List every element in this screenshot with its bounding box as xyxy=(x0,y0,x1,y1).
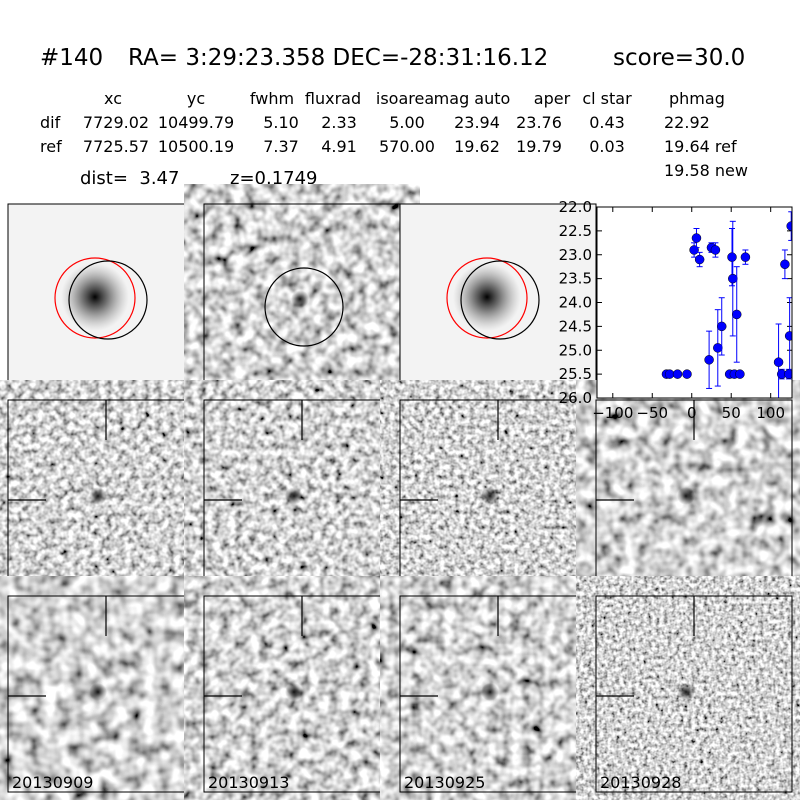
cell: 7725.57 xyxy=(83,137,149,156)
stamp-label: 20130905 xyxy=(600,577,681,596)
x-tick-label: −50 xyxy=(636,404,668,422)
column-header: cl star xyxy=(582,89,632,108)
cell: 5.00 xyxy=(389,113,425,132)
source-blob xyxy=(453,263,521,331)
source-spot xyxy=(677,487,695,505)
point xyxy=(731,309,742,320)
point xyxy=(780,259,790,270)
distance: dist= 3.47 xyxy=(80,168,179,189)
aperture-ref xyxy=(446,257,528,339)
point xyxy=(691,233,702,243)
cell: 0.03 xyxy=(589,137,625,156)
column-header: isoarea xyxy=(376,89,434,108)
cell: 5.10 xyxy=(263,113,299,132)
stamp-label: 20130909 xyxy=(12,773,93,792)
cell: 2.33 xyxy=(321,113,357,132)
point xyxy=(716,321,727,332)
aperture xyxy=(460,260,540,340)
points xyxy=(661,211,792,398)
column-header: yc xyxy=(187,89,205,108)
stamp-label: R20130106 xyxy=(404,381,497,400)
cell: 570.00 xyxy=(379,137,435,156)
x-tick-label: 0 xyxy=(687,404,697,422)
y-tick-label: 23.5 xyxy=(559,270,592,288)
stamp-label: 20130905 xyxy=(12,381,93,400)
point xyxy=(727,252,737,262)
object-id: #140 xyxy=(40,45,103,71)
cell: 19.64 ref xyxy=(664,137,737,156)
point xyxy=(735,369,745,379)
point xyxy=(786,221,792,231)
row-label: dif xyxy=(40,113,61,132)
cell: 10499.79 xyxy=(158,113,234,132)
point xyxy=(784,331,792,341)
cell: 0.43 xyxy=(589,113,625,132)
point xyxy=(704,355,714,365)
x-tick-label: 100 xyxy=(756,404,785,422)
y-tick-label: 26.0 xyxy=(559,389,592,407)
y-tick-label: 25.5 xyxy=(559,365,592,383)
y-tick-label: 25.0 xyxy=(559,341,592,359)
point xyxy=(773,357,784,367)
new-mag: 19.58 new xyxy=(664,161,748,180)
y-tick-label: 22.5 xyxy=(559,222,592,240)
point xyxy=(672,369,683,379)
aperture-ref xyxy=(54,257,136,339)
stamp-label: 20130913 xyxy=(208,773,289,792)
point xyxy=(740,252,751,262)
cell: 19.62 xyxy=(454,137,500,156)
cell: 10500.19 xyxy=(158,137,234,156)
y-tick-label: 24.5 xyxy=(559,317,592,335)
aperture xyxy=(264,267,344,347)
source-spot xyxy=(89,683,107,701)
point xyxy=(689,245,699,255)
column-header: fwhm xyxy=(250,89,294,108)
y-tick-label: 22.0 xyxy=(559,198,592,216)
redshift: z=0.1749 xyxy=(230,168,318,189)
y-tick-label: 24.0 xyxy=(559,294,592,312)
source-blob xyxy=(61,263,129,331)
cell: 22.92 xyxy=(664,113,710,132)
cell: 23.76 xyxy=(516,113,562,132)
coordinates: RA= 3:29:23.358 DEC=-28:31:16.12 xyxy=(128,45,548,71)
point xyxy=(713,343,723,353)
cell: 19.79 xyxy=(516,137,562,156)
score: score=30.0 xyxy=(613,45,745,71)
y-tick-label: 23.0 xyxy=(559,246,592,264)
stamp-label: 20130830 xyxy=(404,577,485,596)
x-tick-label: 50 xyxy=(722,404,741,422)
stamp-label: -20130106 xyxy=(208,381,295,400)
stamp-label: 20130925 xyxy=(404,773,485,792)
point xyxy=(710,245,721,255)
source-spot xyxy=(285,683,303,701)
cell: 23.94 xyxy=(454,113,500,132)
axes-frame xyxy=(596,206,793,399)
point xyxy=(694,254,705,265)
x-tick-label: −100 xyxy=(592,404,633,422)
row-label: ref xyxy=(40,137,62,156)
column-header: mag auto xyxy=(434,89,511,108)
column-header: xc xyxy=(104,89,122,108)
residual-spot xyxy=(291,290,309,308)
source-spot xyxy=(481,487,499,505)
stamp-frame xyxy=(595,595,793,793)
source-spot xyxy=(285,487,303,505)
source-spot xyxy=(677,683,695,701)
source-spot xyxy=(481,683,499,701)
stamp-label: 20130827 xyxy=(208,577,289,596)
column-header: aper xyxy=(534,89,571,108)
point xyxy=(728,273,738,284)
column-header: fluxrad xyxy=(305,89,361,108)
cell: 4.91 xyxy=(321,137,357,156)
cell: 7.37 xyxy=(263,137,299,156)
stamp-label: 20130817 xyxy=(12,577,93,596)
point xyxy=(682,369,692,379)
cell: 7729.02 xyxy=(83,113,149,132)
column-header: phmag xyxy=(669,89,725,108)
source-spot xyxy=(89,487,107,505)
aperture xyxy=(68,260,148,340)
stamp-label: 20130928 xyxy=(600,773,681,792)
